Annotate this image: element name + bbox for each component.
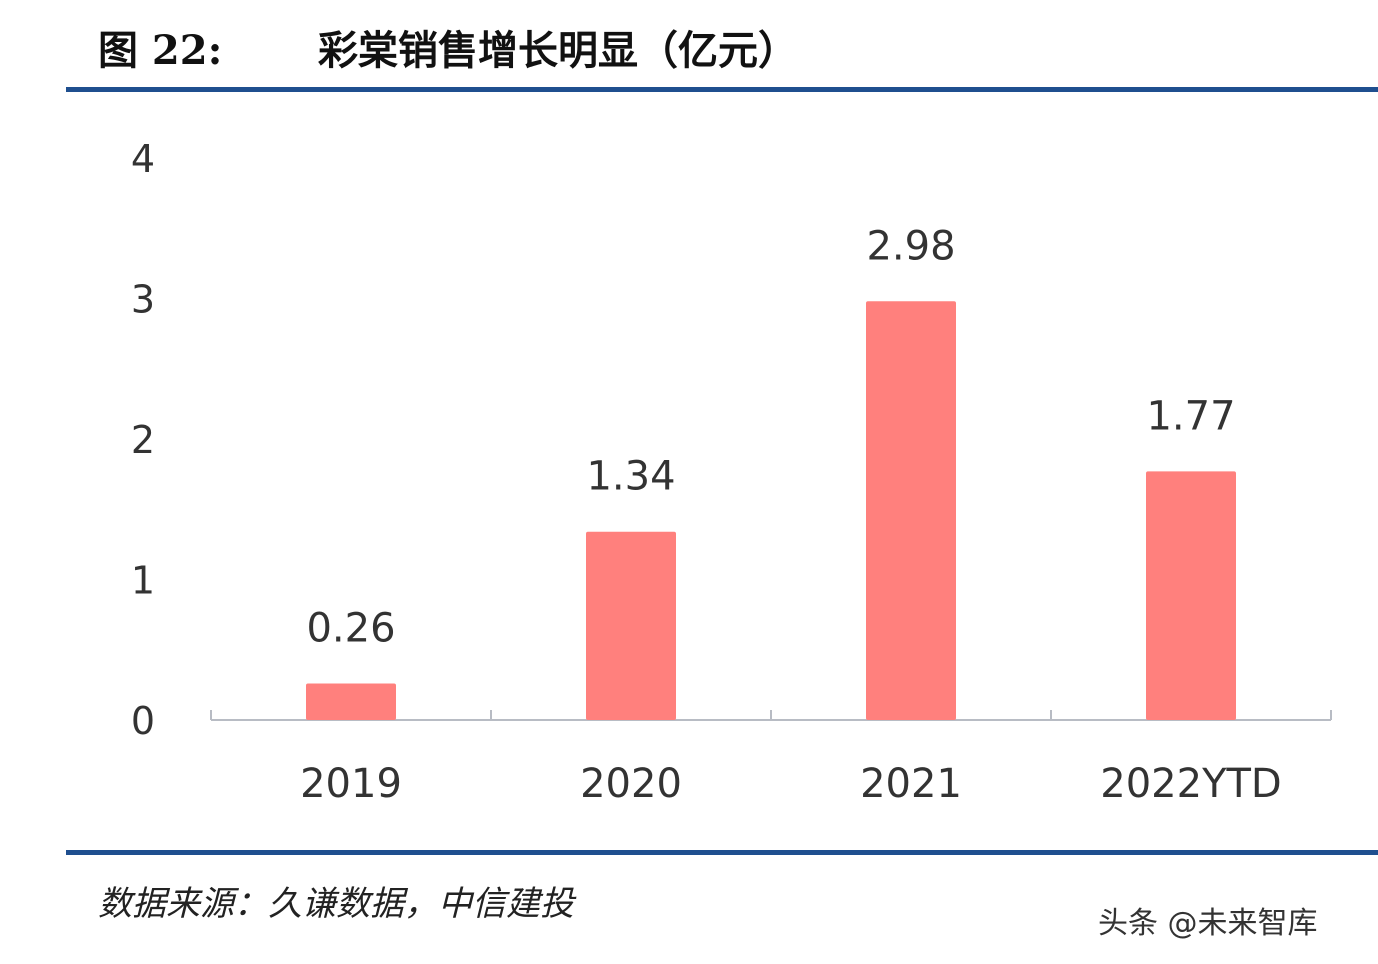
y-tick-label: 4 [131, 137, 155, 181]
source-note: 数据来源：久谦数据，中信建投 [98, 884, 574, 924]
bar [586, 531, 676, 720]
data-label: 0.26 [306, 605, 395, 651]
figure-label: 图 22: [98, 27, 223, 74]
y-tick-label: 3 [131, 278, 155, 322]
bar [1146, 471, 1236, 720]
data-label: 1.77 [1146, 393, 1235, 439]
x-tick-label: 2019 [300, 761, 402, 807]
bar [306, 683, 396, 720]
data-label: 1.34 [586, 454, 675, 500]
x-tick-label: 2021 [860, 761, 962, 807]
y-tick-label: 1 [131, 559, 155, 603]
data-label: 2.98 [866, 223, 955, 269]
watermark: 头条 @未来智库 [1098, 906, 1318, 941]
bar [866, 301, 956, 720]
top-rule [66, 87, 1378, 92]
y-tick-label: 0 [131, 699, 155, 743]
y-tick-label: 2 [131, 418, 155, 462]
bottom-rule [66, 850, 1378, 855]
x-tick-label: 2022YTD [1100, 761, 1281, 807]
chart-title: 彩棠销售增长明显（亿元） [318, 28, 798, 74]
x-tick-label: 2020 [580, 761, 682, 807]
